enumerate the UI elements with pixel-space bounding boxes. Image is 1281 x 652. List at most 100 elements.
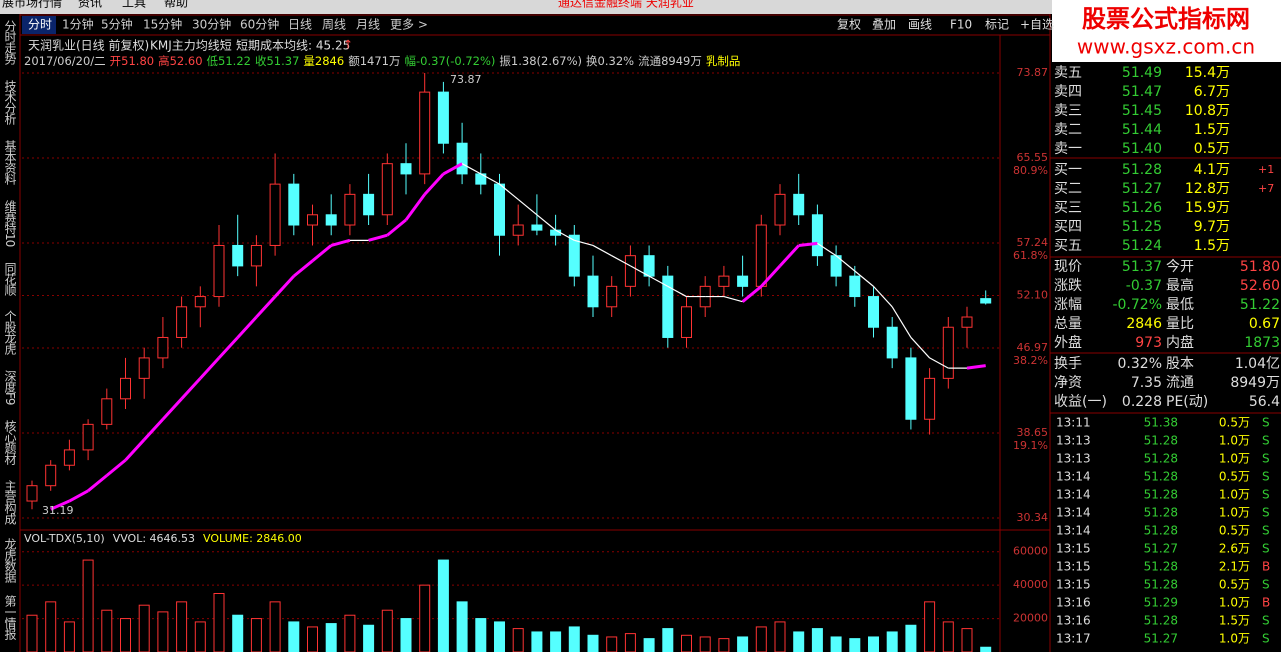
- candle-body: [288, 183, 300, 226]
- ma-segment: [778, 244, 800, 267]
- period-tab[interactable]: 更多 >: [390, 18, 428, 32]
- info-item: 高52.60: [158, 54, 202, 68]
- tool-button[interactable]: 画线: [908, 18, 932, 32]
- side-tab[interactable]: 分时走势: [3, 20, 17, 65]
- info-item: 收51.37: [255, 54, 299, 68]
- book-label: 卖二: [1054, 122, 1082, 138]
- period-tab[interactable]: 30分钟: [192, 17, 231, 32]
- quote-value: -0.72%: [1112, 297, 1162, 313]
- trade-price: 51.28: [1144, 470, 1178, 484]
- tool-button[interactable]: 复权: [837, 18, 861, 32]
- quote-label: 涨跌: [1054, 278, 1082, 294]
- trade-side: S: [1262, 416, 1270, 430]
- ma-segment: [910, 337, 931, 359]
- ma-segment: [105, 458, 127, 477]
- quote-value: 0.228: [1122, 394, 1162, 410]
- side-tab[interactable]: 基本资料: [3, 140, 17, 185]
- ma-segment: [667, 285, 687, 298]
- period-tab[interactable]: 分时: [28, 18, 52, 32]
- volume-header-item: VVOL: 4646.53: [113, 532, 195, 545]
- candle-body: [26, 485, 38, 502]
- menu-item[interactable]: 工具: [122, 0, 146, 10]
- tool-button[interactable]: 标记: [985, 18, 1009, 32]
- period-tab[interactable]: 周线: [322, 18, 346, 32]
- ma-segment: [966, 364, 986, 370]
- stock-name: 天润乳业(日线 前复权): [28, 38, 149, 53]
- candle-body: [45, 464, 57, 487]
- trade-price: 51.28: [1144, 524, 1178, 538]
- quote-value: 7.35: [1131, 375, 1162, 391]
- ma-segment: [723, 295, 743, 303]
- period-tab[interactable]: 月线: [356, 18, 380, 32]
- ma-segment: [143, 418, 165, 441]
- period-tab[interactable]: 5分钟: [101, 17, 133, 32]
- book-price: 51.45: [1122, 103, 1162, 119]
- side-tab[interactable]: 深度F9: [3, 370, 17, 405]
- volume-bar: [568, 626, 580, 652]
- quote-label: 最低: [1166, 297, 1194, 313]
- period-tab[interactable]: 日线: [288, 18, 312, 32]
- volume-bar: [550, 631, 562, 652]
- tool-button[interactable]: F10: [950, 18, 972, 32]
- y-tick-label: 30.34: [1017, 511, 1049, 524]
- volume-bar: [176, 601, 188, 652]
- period-tab[interactable]: 60分钟: [240, 17, 279, 32]
- volume-header: VOL-TDX(5,10) VVOL: 4646.53 VOLUME: 2846.0…: [24, 532, 302, 545]
- volume-bar: [980, 646, 992, 652]
- info-item: 额1471万: [348, 54, 400, 68]
- book-change: +7: [1258, 182, 1274, 195]
- candle-body: [942, 326, 954, 379]
- ma-label: 短期成本均线: 45.25: [236, 39, 350, 53]
- quote-label: 涨幅: [1054, 297, 1082, 313]
- trade-side: S: [1262, 578, 1270, 592]
- trade-time: 13:13: [1056, 434, 1091, 448]
- side-tab[interactable]: 主营构成: [3, 480, 17, 526]
- side-tab[interactable]: 同花顺: [3, 262, 17, 296]
- candle-body: [643, 255, 655, 277]
- quote-label: 收益(一): [1054, 394, 1107, 410]
- window-title: 通达信金融终端 天润乳业: [558, 0, 694, 10]
- watermark-title: 股票公式指标网: [1082, 5, 1250, 33]
- side-tab[interactable]: 技术分析: [3, 80, 17, 126]
- trade-volume: 1.0万: [1219, 434, 1250, 448]
- book-volume: 1.5万: [1194, 238, 1230, 254]
- ma-segment: [555, 229, 575, 241]
- candle-body: [120, 377, 131, 400]
- y-tick-label: 73.87: [1017, 66, 1049, 79]
- candle-body: [868, 296, 879, 328]
- side-tab[interactable]: 核心题材: [3, 420, 17, 465]
- side-tab[interactable]: 第一情报: [3, 595, 17, 641]
- trade-side: S: [1262, 488, 1270, 502]
- tool-button[interactable]: +自选: [1020, 18, 1054, 32]
- trade-time: 13:11: [1056, 416, 1091, 430]
- trade-time: 13:13: [1056, 452, 1091, 466]
- side-tab[interactable]: 个股龙虎: [3, 310, 17, 356]
- volume-bar: [643, 638, 655, 652]
- period-tab[interactable]: 1分钟: [62, 17, 94, 32]
- menu-item[interactable]: 展市场行情: [2, 0, 62, 10]
- trade-volume: 2.1万: [1219, 560, 1250, 574]
- volume-bar: [942, 621, 954, 652]
- quote-label: 换手: [1054, 355, 1082, 372]
- quote-label: PE(动): [1166, 394, 1208, 410]
- v-tick-label: 60000: [1013, 545, 1048, 558]
- tool-button[interactable]: 叠加: [872, 18, 896, 32]
- book-volume: 12.8万: [1185, 181, 1230, 197]
- period-tab[interactable]: 15分钟: [143, 17, 182, 32]
- volume-bar: [811, 628, 823, 652]
- menu-item[interactable]: 资讯: [78, 0, 102, 10]
- ma-segment: [236, 316, 258, 339]
- trade-volume: 1.0万: [1219, 488, 1250, 502]
- info-item: 量2846: [303, 54, 344, 68]
- side-tab[interactable]: 龙虎数据: [3, 538, 17, 584]
- watermark-box: [1052, 0, 1281, 62]
- ma-segment: [574, 239, 594, 247]
- ratio-label: 61.8%: [1013, 249, 1048, 262]
- menu-item[interactable]: 帮助: [164, 0, 188, 10]
- side-tab[interactable]: 维赛特10: [3, 200, 17, 247]
- candle-body: [886, 326, 898, 359]
- trade-side: B: [1262, 560, 1270, 574]
- ma-segment: [199, 356, 221, 380]
- ratio-label: 80.9%: [1013, 164, 1048, 177]
